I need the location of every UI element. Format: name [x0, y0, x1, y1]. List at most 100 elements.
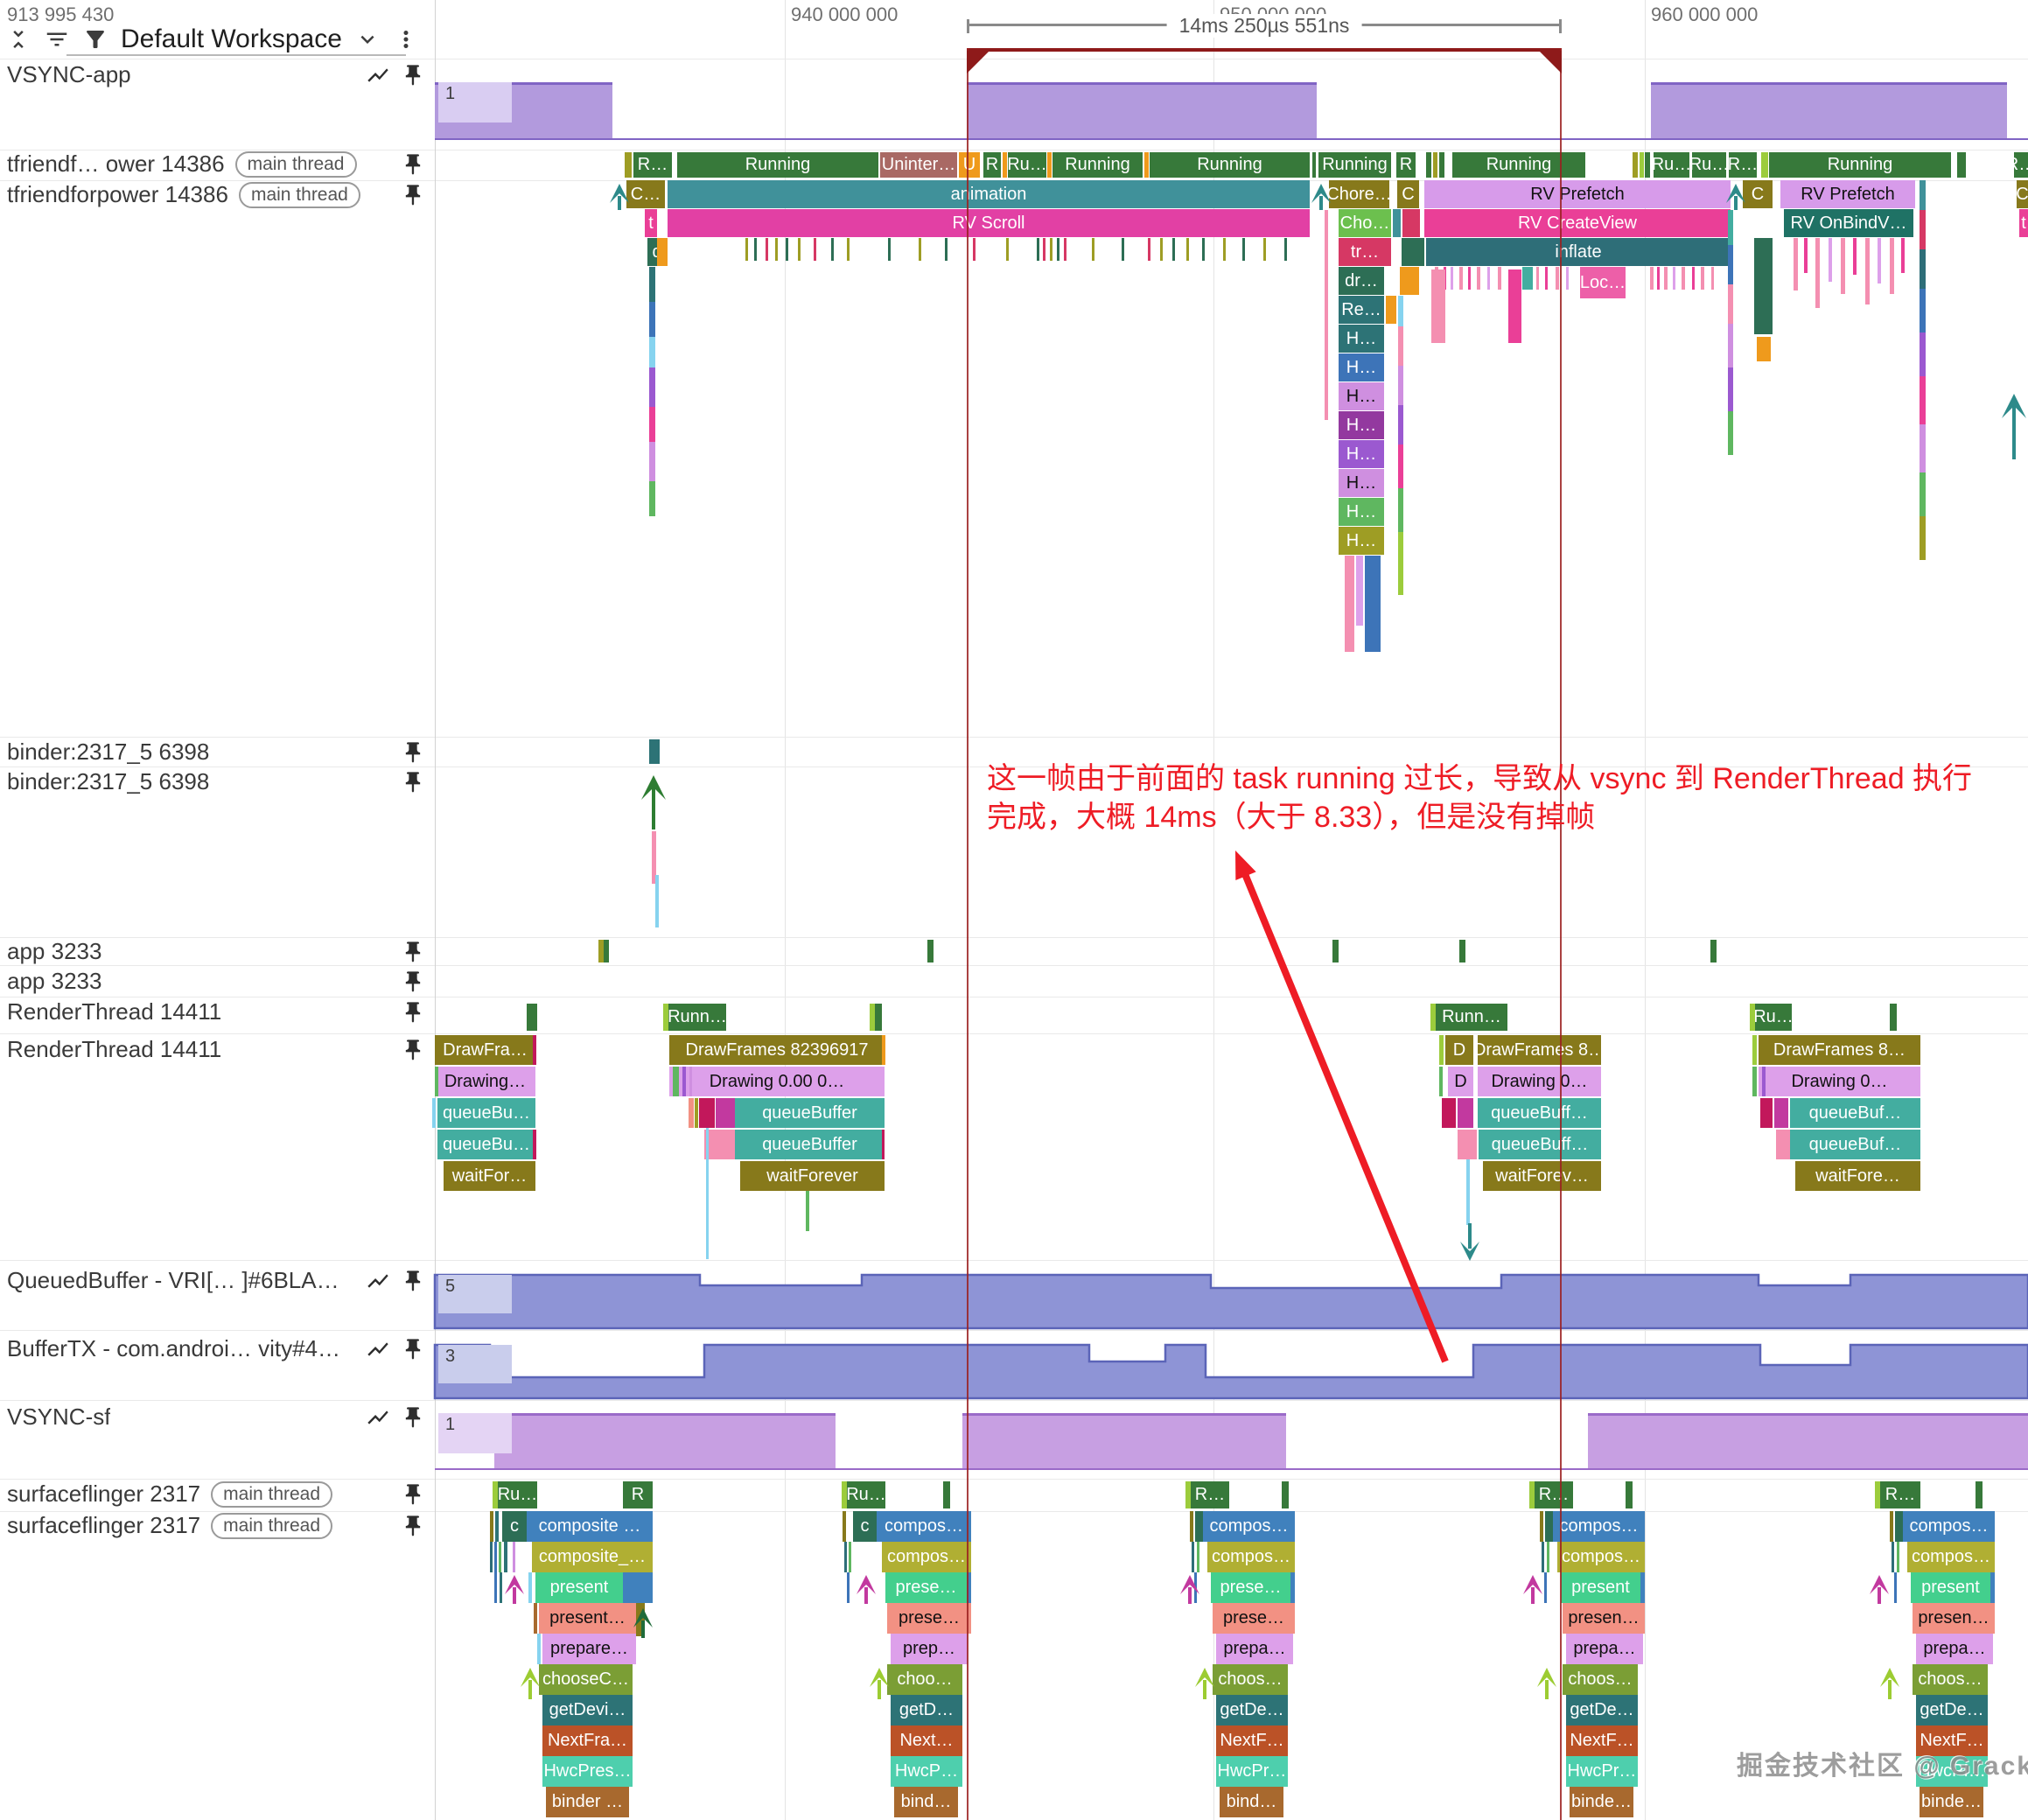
- slice[interactable]: queueBuf…: [1790, 1130, 1920, 1159]
- slice[interactable]: NextF…: [1216, 1726, 1288, 1756]
- slice[interactable]: [1728, 324, 1733, 368]
- slice[interactable]: [1487, 267, 1490, 290]
- slice[interactable]: [649, 739, 660, 764]
- slice[interactable]: R…: [633, 152, 672, 178]
- slice[interactable]: [798, 238, 801, 261]
- slice[interactable]: R…: [1729, 152, 1757, 178]
- slice[interactable]: [1386, 296, 1396, 324]
- slice[interactable]: [1393, 209, 1401, 237]
- pin-icon[interactable]: [401, 1482, 425, 1507]
- slice[interactable]: Drawing…: [435, 1067, 535, 1096]
- slice[interactable]: H…: [1339, 469, 1384, 497]
- track-label[interactable]: VSYNC-app: [7, 61, 425, 88]
- pin-icon[interactable]: [401, 63, 425, 88]
- slice[interactable]: H…: [1339, 440, 1384, 468]
- track-label[interactable]: RenderThread 14411: [7, 1036, 425, 1063]
- slice[interactable]: getDe…: [1216, 1695, 1288, 1726]
- slice[interactable]: R…: [2014, 152, 2028, 178]
- slice[interactable]: dr…: [1339, 267, 1384, 295]
- slice[interactable]: [695, 1098, 698, 1128]
- slice[interactable]: choos…: [1913, 1664, 1988, 1695]
- slice[interactable]: C: [2017, 180, 2028, 208]
- slice[interactable]: H…: [1339, 411, 1384, 439]
- slice[interactable]: compos…: [1203, 1511, 1295, 1542]
- kebab-menu-icon[interactable]: [393, 26, 419, 52]
- slice[interactable]: [527, 1004, 537, 1031]
- slice[interactable]: [1047, 152, 1052, 178]
- slice[interactable]: c: [853, 1511, 877, 1542]
- slice[interactable]: [1442, 1098, 1456, 1128]
- slice[interactable]: [806, 1191, 809, 1231]
- slice[interactable]: [649, 302, 655, 337]
- slice[interactable]: [919, 238, 921, 261]
- slice[interactable]: [1640, 152, 1644, 178]
- slice[interactable]: [533, 1035, 536, 1065]
- slice[interactable]: [1692, 267, 1695, 290]
- slice[interactable]: Ru…: [1008, 152, 1046, 178]
- track-label[interactable]: app 3233: [7, 968, 425, 995]
- selection-flag-right[interactable]: [1539, 51, 1562, 74]
- slice[interactable]: [786, 238, 788, 261]
- slice[interactable]: [1892, 1542, 1894, 1572]
- slice[interactable]: [623, 1572, 653, 1603]
- slice[interactable]: [716, 1098, 735, 1128]
- track-label[interactable]: BufferTX - com.androi… vity#44209: [7, 1335, 425, 1362]
- slice[interactable]: [1990, 1572, 1995, 1603]
- slice[interactable]: c: [502, 1511, 527, 1542]
- slice[interactable]: R…: [1191, 1481, 1229, 1508]
- slice[interactable]: [1878, 238, 1881, 284]
- slice[interactable]: queueBu…: [437, 1130, 535, 1159]
- pin-icon[interactable]: [401, 1514, 425, 1538]
- track-label[interactable]: VSYNC-sf: [7, 1404, 425, 1431]
- slice[interactable]: queueBuf…: [1790, 1098, 1920, 1128]
- slice[interactable]: bind…: [894, 1787, 958, 1817]
- slice[interactable]: [882, 1130, 885, 1159]
- slice[interactable]: inflate: [1426, 238, 1731, 266]
- slice[interactable]: [1752, 1035, 1757, 1065]
- slice[interactable]: [1312, 152, 1316, 178]
- slice[interactable]: [847, 238, 850, 261]
- slice[interactable]: queueBuffer: [735, 1130, 885, 1159]
- slice[interactable]: [745, 238, 748, 261]
- selection-boundary-right[interactable]: [1560, 48, 1562, 1820]
- slice[interactable]: [604, 940, 609, 962]
- track-label[interactable]: tfriendf… ower 14386 main thread: [7, 150, 425, 178]
- slice[interactable]: [1064, 238, 1066, 261]
- slice[interactable]: [1894, 1572, 1897, 1603]
- slice[interactable]: R: [623, 1481, 653, 1508]
- funnel-icon[interactable]: [82, 26, 108, 52]
- slice[interactable]: [652, 831, 656, 884]
- slice[interactable]: prese…: [1213, 1603, 1295, 1634]
- slice[interactable]: [1920, 289, 1926, 332]
- slice[interactable]: [1290, 1572, 1295, 1603]
- slice[interactable]: choos…: [1213, 1664, 1288, 1695]
- slice[interactable]: DrawFrames 8…: [1759, 1035, 1920, 1065]
- slice[interactable]: [1920, 424, 1926, 472]
- slice[interactable]: composite …: [527, 1511, 653, 1542]
- slice[interactable]: [1890, 1511, 1893, 1542]
- slice[interactable]: [1776, 1130, 1790, 1159]
- slice[interactable]: prese…: [1211, 1572, 1290, 1603]
- slice[interactable]: [689, 1067, 692, 1096]
- slice[interactable]: [704, 1130, 735, 1159]
- slice[interactable]: [1529, 1481, 1535, 1508]
- track-label[interactable]: binder:2317_5 6398: [7, 768, 425, 795]
- slice[interactable]: [967, 1572, 971, 1603]
- slice[interactable]: Re…: [1339, 296, 1384, 324]
- slice[interactable]: [663, 1004, 668, 1031]
- slice[interactable]: [1477, 267, 1480, 290]
- slice[interactable]: [649, 267, 655, 302]
- slice[interactable]: queueBu…: [437, 1098, 535, 1128]
- slice[interactable]: [1284, 238, 1287, 261]
- slice[interactable]: present…: [539, 1603, 636, 1634]
- slice[interactable]: [1459, 940, 1465, 962]
- slice[interactable]: [494, 1572, 497, 1603]
- slice[interactable]: C: [1743, 180, 1773, 208]
- slice[interactable]: [1657, 267, 1660, 290]
- slice[interactable]: [1645, 152, 1650, 178]
- slice[interactable]: HwcPI…: [1916, 1756, 1988, 1787]
- slice[interactable]: getDe…: [1916, 1695, 1988, 1726]
- slice[interactable]: Drawing 0.00 0…: [669, 1067, 885, 1096]
- selection-boundary-left[interactable]: [967, 48, 969, 1820]
- slice[interactable]: [1185, 1481, 1191, 1508]
